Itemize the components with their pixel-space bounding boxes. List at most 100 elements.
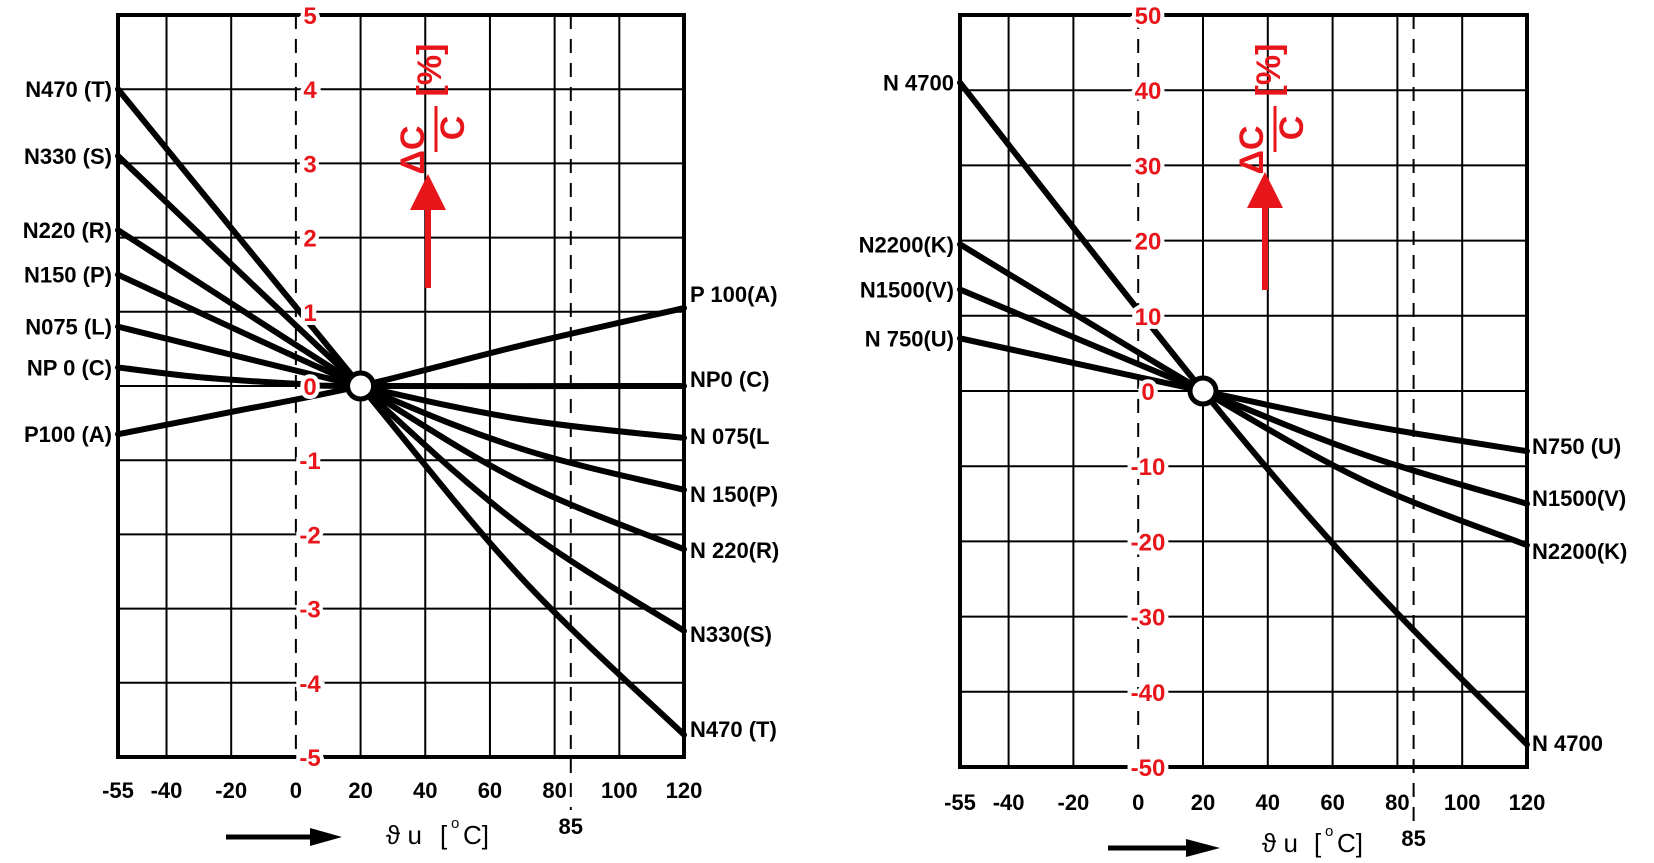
y-tick-label: 30 [1135, 153, 1162, 180]
series-line-n1500-v [957, 286, 1530, 507]
y-tick-label: 2 [303, 226, 316, 253]
y-tick-label: -3 [299, 597, 320, 624]
series-line-n-4700 [957, 79, 1530, 748]
y-tick-labels: -50 -40 -30 -20 -10 0 10 20 30 40 50 [1127, 0, 1170, 786]
series-end-labels: N470 (T) N330(S) N 220(R) N 150(P) N 075(L NP… [690, 282, 779, 742]
y-tick-label: 5 [303, 3, 316, 30]
y-tick-label: 4 [303, 77, 317, 104]
y-tick-label: 3 [303, 151, 316, 178]
y-tick-label: -2 [299, 522, 320, 549]
x-tick-label: 20 [348, 778, 372, 803]
series-line-n470-t [115, 86, 687, 738]
x-tick-label: 60 [478, 778, 502, 803]
series-start-label: N330 (S) [24, 144, 112, 169]
reference-line-label: 85 [559, 814, 583, 839]
y-axis-label-numerator: ΔC [394, 126, 432, 175]
x-tick-label: 60 [1320, 790, 1344, 815]
y-tick-label: 1 [303, 300, 316, 327]
x-axis-title-degree: o [1325, 823, 1333, 840]
series-start-label: N150 (P) [24, 263, 112, 288]
y-tick-label: 20 [1135, 229, 1162, 256]
y-axis-label-numerator: ΔC [1233, 126, 1271, 175]
chart-left: -5 -4 -3 -2 -1 0 1 2 3 4 5 -55 -40 -20 0 20 40 60 80 100 12… [20, 0, 780, 850]
series-start-label: N1500(V) [860, 277, 954, 302]
y-tick-label: -20 [1131, 529, 1166, 556]
y-tick-label: 0 [303, 374, 316, 401]
y-tick-label: -1 [299, 448, 320, 475]
series-start-label: NP 0 (C) [27, 355, 112, 380]
series-end-label: N 075(L [690, 424, 769, 449]
x-tick-labels: -55 -40 -20 0 20 40 60 80 100 120 85 [944, 790, 1545, 851]
series-line-n220-r [115, 227, 687, 553]
y-tick-label: -5 [299, 745, 320, 772]
series-lines [115, 86, 687, 738]
x-tick-label: -20 [215, 778, 247, 803]
y-axis-label-unit: [%] [1250, 44, 1288, 97]
series-line-n-750-u [957, 335, 1530, 455]
series-start-label: P100 (A) [24, 422, 112, 447]
series-start-labels: N 4700 N2200(K) N1500(V) N 750(U) [856, 68, 957, 355]
series-end-label: P 100(A) [690, 282, 778, 307]
x-tick-label: -40 [993, 790, 1025, 815]
series-line-n330-s [115, 152, 687, 634]
x-axis-title-symbol: ϑ u [1262, 828, 1298, 858]
series-end-label: N1500(V) [1532, 486, 1626, 511]
series-start-label: N075 (L) [25, 315, 112, 340]
series-end-label: N 220(R) [690, 538, 779, 563]
series-start-label: N470 (T) [25, 77, 112, 102]
series-line-p100-a [115, 305, 687, 438]
series-line-n075-l [115, 323, 687, 441]
series-line-n2200-k [957, 241, 1530, 549]
x-axis-title: ϑ u [ o C] [226, 815, 489, 850]
x-axis-title-degree: o [451, 815, 459, 832]
x-axis-arrowhead-icon [1186, 839, 1220, 857]
series-start-label: N 750(U) [865, 326, 954, 351]
series-start-labels: N470 (T) N330 (S) N220 (R) N150 (P) N075 (L)… [20, 74, 115, 450]
series-line-n150-p [115, 271, 687, 493]
series-end-label: N330(S) [690, 622, 772, 647]
y-axis-label-denominator: C [434, 116, 472, 141]
x-tick-label: 120 [666, 778, 703, 803]
y-tick-label: -30 [1131, 605, 1166, 632]
series-end-label: N 150(P) [690, 482, 778, 507]
x-tick-label: 100 [601, 778, 638, 803]
x-axis-title-unit-open: [ [440, 820, 448, 850]
x-tick-label: 80 [542, 778, 566, 803]
x-axis-title-unit-open: [ [1314, 828, 1322, 858]
x-tick-label: -40 [151, 778, 183, 803]
series-end-label: N2200(K) [1532, 539, 1627, 564]
series-end-label: N470 (T) [690, 717, 777, 742]
series-lines [957, 79, 1530, 748]
y-axis-label: ΔC C [%] [394, 44, 472, 175]
series-end-label: N 4700 [1532, 731, 1603, 756]
x-tick-label: 120 [1509, 790, 1546, 815]
y-tick-label: 0 [1141, 379, 1154, 406]
y-tick-label: 10 [1135, 304, 1162, 331]
reference-point-marker [345, 370, 377, 402]
x-tick-label: 20 [1191, 790, 1215, 815]
chart-right: -50 -40 -30 -20 -10 0 10 20 30 40 50 -55 -40 -20 0 20 4… [856, 0, 1628, 858]
y-axis-label-unit: [%] [411, 44, 449, 97]
series-end-label: NP0 (C) [690, 367, 769, 392]
grid [959, 14, 1528, 768]
series-line-np-0-c [115, 364, 687, 390]
x-tick-label: 80 [1385, 790, 1409, 815]
x-axis-arrowhead-icon [310, 828, 342, 846]
x-tick-label: -55 [102, 778, 134, 803]
x-axis-title-unit-close: C] [463, 820, 489, 850]
reference-point-marker [1187, 375, 1219, 407]
y-tick-label: -50 [1131, 755, 1166, 782]
series-start-label: N2200(K) [859, 232, 954, 257]
x-tick-label: 0 [290, 778, 302, 803]
x-tick-label: -55 [944, 790, 976, 815]
plot-frame [116, 13, 686, 759]
y-tick-labels: -5 -4 -3 -2 -1 0 1 2 3 4 5 [295, 0, 325, 776]
x-tick-label: 40 [1256, 790, 1280, 815]
y-tick-label: 50 [1135, 3, 1162, 30]
series-end-labels: N 4700 N2200(K) N1500(V) N750 (U) [1532, 434, 1627, 756]
y-tick-label: -10 [1131, 454, 1166, 481]
x-tick-labels: -55 -40 -20 0 20 40 60 80 100 120 85 [102, 778, 702, 839]
y-axis-label: ΔC C [%] [1233, 44, 1311, 175]
x-axis-title-unit-close: C] [1337, 828, 1363, 858]
reference-line-label: 85 [1401, 826, 1425, 851]
